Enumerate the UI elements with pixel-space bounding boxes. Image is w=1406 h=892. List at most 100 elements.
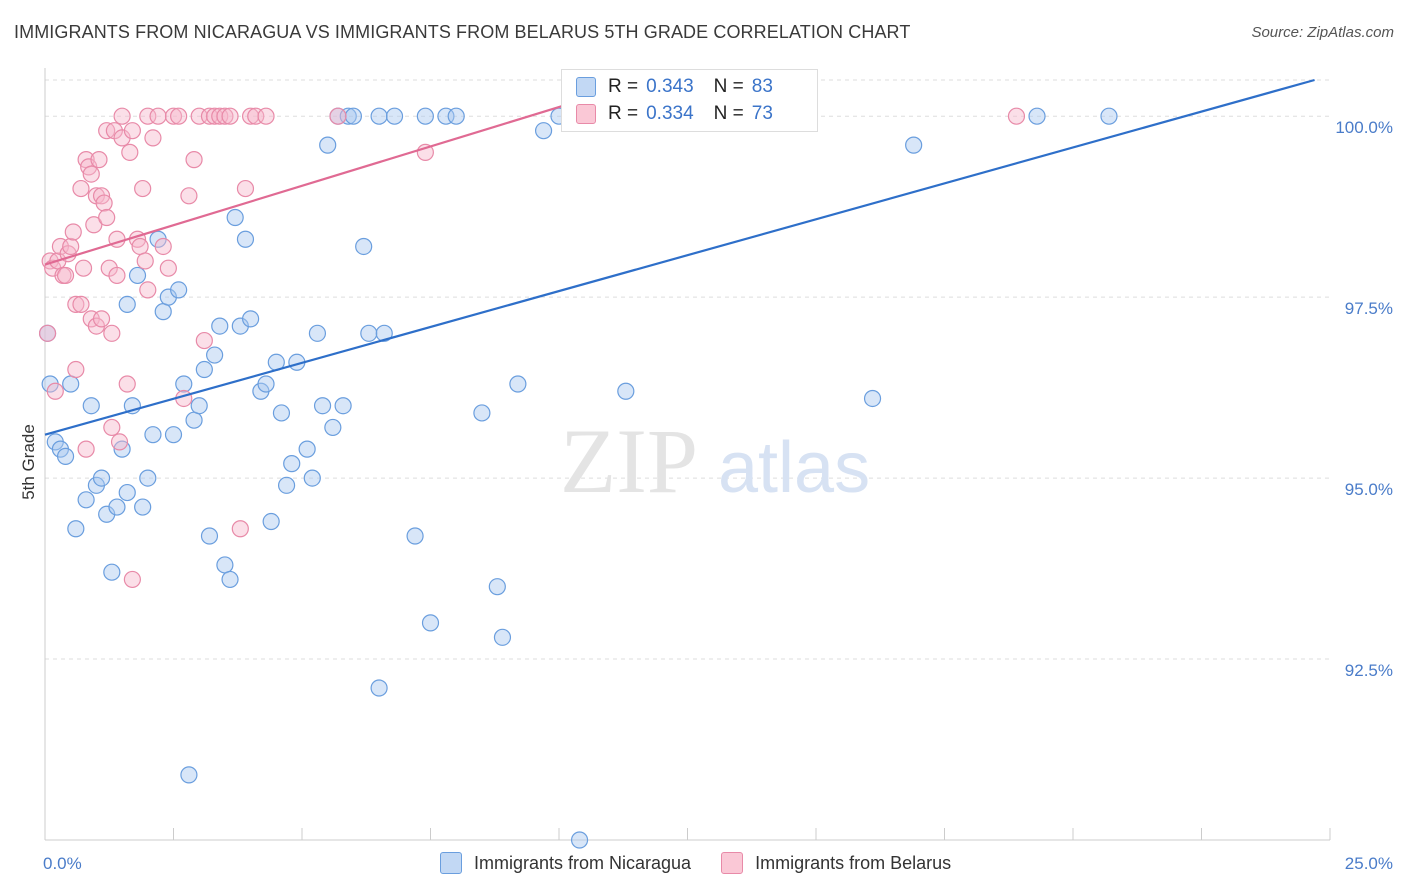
data-point[interactable] [108,498,126,516]
data-point[interactable] [570,831,589,849]
data-point[interactable] [534,122,553,140]
data-point[interactable] [62,375,80,393]
data-point[interactable] [154,303,172,321]
data-point[interactable] [72,295,90,313]
data-point[interactable] [170,107,188,125]
data-point[interactable] [221,570,239,589]
data-point[interactable] [447,107,465,125]
data-point[interactable] [139,469,157,487]
data-point[interactable] [149,107,167,125]
data-point[interactable] [144,129,162,147]
data-point[interactable] [375,324,393,342]
data-point[interactable] [136,252,154,270]
data-point[interactable] [334,397,352,415]
data-point[interactable] [236,179,255,198]
data-point[interactable] [82,397,100,415]
data-point[interactable] [190,397,208,415]
data-point[interactable] [56,447,75,465]
data-point[interactable] [277,476,296,494]
data-point[interactable] [206,346,224,364]
data-point[interactable] [77,440,95,458]
data-point[interactable] [72,179,90,198]
data-point[interactable] [180,766,198,784]
data-point[interactable] [262,512,280,531]
data-point[interactable] [131,237,149,256]
data-point[interactable] [298,440,316,458]
data-point[interactable] [95,194,113,212]
data-point[interactable] [211,317,229,335]
data-point[interactable] [118,375,136,393]
data-point[interactable] [1100,107,1118,125]
data-point[interactable] [257,375,275,393]
data-point[interactable] [617,382,635,400]
data-point[interactable] [313,397,332,415]
data-point[interactable] [67,360,85,379]
data-point[interactable] [159,259,177,277]
data-point[interactable] [103,324,121,342]
data-point[interactable] [195,360,213,379]
data-point[interactable] [118,483,136,502]
data-point[interactable] [113,107,131,125]
data-point[interactable] [226,208,244,227]
data-point[interactable] [103,563,121,581]
data-point[interactable] [324,418,342,437]
data-point[interactable] [216,556,234,574]
data-point[interactable] [170,281,188,299]
data-point[interactable] [385,107,404,125]
data-point[interactable] [85,216,103,234]
data-point[interactable] [344,107,362,125]
data-point[interactable] [200,527,219,545]
data-point[interactable] [488,578,506,596]
data-point[interactable] [319,136,337,154]
data-point[interactable] [118,295,136,313]
data-point[interactable] [134,179,152,198]
data-point[interactable] [62,237,80,256]
data-point[interactable] [74,259,93,277]
data-point[interactable] [370,107,388,125]
legend-item-nicaragua[interactable]: Immigrants from Nicaragua [440,852,691,874]
data-point[interactable] [283,455,301,473]
data-point[interactable] [303,469,321,487]
data-point[interactable] [221,107,239,125]
data-point[interactable] [175,375,193,393]
data-point[interactable] [144,426,162,444]
data-point[interactable] [108,266,126,285]
data-point[interactable] [370,679,388,697]
data-point[interactable] [863,389,882,408]
data-point[interactable] [509,375,527,393]
data-point[interactable] [164,426,183,444]
data-point[interactable] [164,107,183,125]
data-point[interactable] [82,165,100,183]
data-point[interactable] [38,324,57,342]
data-point[interactable] [46,382,64,400]
data-point[interactable] [406,527,424,545]
legend-item-belarus[interactable]: Immigrants from Belarus [721,852,951,874]
data-point[interactable] [1007,107,1026,125]
data-point[interactable] [308,324,327,342]
data-point[interactable] [180,187,198,205]
data-point[interactable] [110,433,129,451]
data-point[interactable] [56,266,75,285]
data-point[interactable] [329,107,347,125]
data-point[interactable] [236,230,255,248]
data-point[interactable] [416,107,434,125]
data-point[interactable] [1028,107,1046,125]
data-point[interactable] [185,151,203,169]
data-point[interactable] [103,418,121,437]
data-point[interactable] [185,411,203,429]
data-point[interactable] [421,614,440,632]
data-point[interactable] [134,498,152,516]
data-point[interactable] [355,237,373,256]
data-point[interactable] [242,310,260,328]
data-point[interactable] [257,107,275,125]
data-point[interactable] [493,628,512,646]
data-point[interactable] [90,151,108,169]
data-point[interactable] [98,208,116,227]
data-point[interactable] [360,324,378,342]
data-point[interactable] [77,491,95,509]
data-point[interactable] [272,404,291,422]
data-point[interactable] [123,122,141,140]
data-point[interactable] [139,281,157,299]
data-point[interactable] [92,310,111,328]
data-point[interactable] [154,237,172,256]
